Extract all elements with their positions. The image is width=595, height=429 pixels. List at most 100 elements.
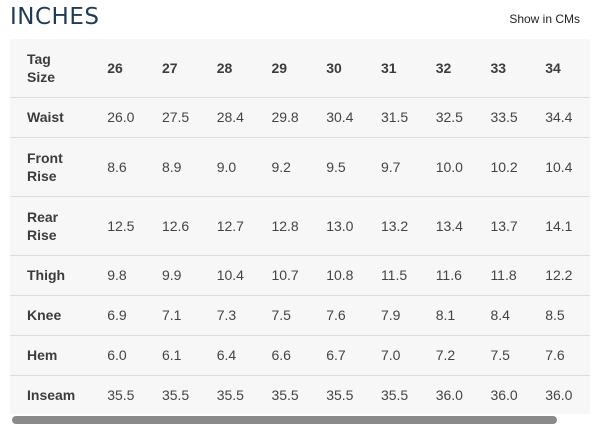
measurement-value: 7.5	[490, 347, 510, 363]
size-column-header: 26	[107, 59, 123, 76]
table-header-row: Tag Size 26 27 28 29 30 31 32 33 34	[10, 39, 590, 97]
measurement-value: 10.7	[271, 267, 299, 283]
size-column-header: 29	[271, 59, 288, 76]
size-table: Tag Size 26 27 28 29 30 31 32 33 34 Waist 26.0 27.5 28…	[10, 39, 590, 414]
table-row: Thigh 9.8 9.9 10.4 10.7 10.8 11.5 11.6 11.8 12.2	[10, 255, 590, 295]
measurement-value: 7.9	[380, 307, 401, 323]
measurement-label: Thigh	[10, 255, 97, 295]
size-column-header: 34	[545, 59, 561, 76]
measurement-value: 26.0	[107, 109, 135, 125]
measurement-value: 35.5	[107, 387, 135, 404]
measurement-value: 13.4	[435, 217, 463, 234]
measurement-label-line: Inseam	[27, 387, 76, 404]
measurement-value: 35.5	[326, 387, 354, 404]
size-column-header: 28	[216, 59, 233, 76]
measurement-value: 36.0	[545, 387, 573, 404]
measurement-value: 35.5	[216, 387, 244, 404]
size-column-header: 31	[380, 59, 397, 76]
measurement-value: 12.7	[216, 217, 244, 234]
measurement-label: Hem	[10, 335, 97, 375]
measurement-value: 35.5	[271, 387, 299, 404]
measurement-label-line: Rise	[27, 226, 57, 243]
measurement-label-line: Rear	[27, 208, 59, 225]
measurement-value: 36.0	[490, 387, 518, 404]
show-in-cms-link[interactable]: Show in CMs	[509, 12, 580, 26]
measurement-label: Inseam	[10, 375, 97, 414]
measurement-value: 8.5	[545, 307, 565, 323]
measurement-value: 34.4	[545, 109, 573, 125]
measurement-value: 27.5	[161, 109, 190, 125]
measurement-value: 6.9	[107, 307, 127, 323]
page-title: INCHES	[10, 4, 100, 30]
measurement-label: Rear Rise	[10, 196, 97, 255]
measurement-value: 30.4	[326, 109, 354, 125]
measurement-label-line: Rise	[27, 167, 57, 184]
measurement-value: 11.6	[435, 267, 462, 283]
measurement-value: 14.1	[545, 217, 573, 234]
measurement-value: 9.0	[216, 158, 237, 175]
measurement-value: 35.5	[161, 387, 190, 404]
size-column-header: 27	[161, 59, 178, 76]
measurement-value: 9.5	[326, 158, 346, 175]
size-column-header: 30	[326, 59, 342, 76]
size-table-container[interactable]: Tag Size 26 27 28 29 30 31 32 33 34 Waist 26.0 27.5 28…	[10, 39, 590, 414]
measurement-value: 7.0	[380, 347, 401, 363]
measurement-label-line: Hem	[27, 347, 58, 363]
measurement-value: 33.5	[490, 109, 518, 125]
measurement-value: 13.0	[326, 217, 354, 234]
measurement-value: 6.0	[107, 347, 127, 363]
measurement-value: 11.5	[380, 267, 408, 283]
measurement-value: 6.1	[161, 347, 182, 363]
measurement-value: 7.6	[326, 307, 346, 323]
tag-size-header: Tag Size	[10, 39, 97, 97]
measurement-value: 9.2	[271, 158, 291, 175]
measurement-value: 29.8	[271, 109, 299, 125]
table-row: Knee 6.9 7.1 7.3 7.5 7.6 7.9 8.1 8.4 8.5	[10, 295, 590, 335]
measurement-value: 10.4	[216, 267, 244, 283]
measurement-value: 10.0	[435, 158, 463, 175]
measurement-value: 9.8	[107, 267, 127, 283]
measurement-value: 9.7	[380, 158, 401, 175]
measurement-value: 32.5	[435, 109, 463, 125]
measurement-label-line: Front	[27, 149, 63, 166]
measurement-value: 36.0	[435, 387, 463, 404]
measurement-value: 8.1	[435, 307, 456, 323]
measurement-value: 7.2	[435, 347, 456, 363]
measurement-label-line: Knee	[27, 307, 62, 323]
size-column-header: 32	[435, 59, 452, 76]
measurement-value: 12.2	[545, 267, 573, 283]
table-row: Waist 26.0 27.5 28.4 29.8 30.4 31.5 32.5 33.5 34.…	[10, 97, 590, 137]
measurement-value: 9.9	[161, 267, 182, 283]
measurement-value: 13.2	[380, 217, 409, 234]
measurement-value: 28.4	[216, 109, 244, 125]
measurement-value: 6.4	[216, 347, 237, 363]
measurement-value: 7.3	[216, 307, 237, 323]
measurement-value: 7.1	[161, 307, 182, 323]
measurement-value: 10.8	[326, 267, 354, 283]
table-row: Hem 6.0 6.1 6.4 6.6 6.7 7.0 7.2 7.5 7.6	[10, 335, 590, 375]
measurement-value: 8.6	[107, 158, 127, 175]
measurement-value: 31.5	[380, 109, 409, 125]
tag-size-header-line: Tag	[27, 50, 51, 67]
tag-size-header-line: Size	[27, 68, 56, 85]
measurement-value: 6.7	[326, 347, 346, 363]
table-row: Front Rise 8.6 8.9 9.0 9.2 9.5 9.7 10.0 10.2 10.4	[10, 137, 590, 196]
measurement-value: 8.9	[161, 158, 182, 175]
measurement-label-line: Waist	[27, 109, 64, 125]
measurement-value: 10.4	[545, 158, 573, 175]
measurement-value: 7.6	[545, 347, 565, 363]
measurement-value: 10.2	[490, 158, 518, 175]
measurement-value: 11.8	[490, 267, 517, 283]
measurement-value: 13.7	[490, 217, 518, 234]
size-column-header: 33	[490, 59, 507, 76]
measurement-value: 35.5	[380, 387, 409, 404]
measurement-label: Waist	[10, 97, 97, 137]
horizontal-scrollbar[interactable]	[12, 416, 557, 424]
table-row: Rear Rise 12.5 12.6 12.7 12.8 13.0 13.2 13.4 13.7…	[10, 196, 590, 255]
measurement-label: Front Rise	[10, 137, 97, 196]
measurement-value: 6.6	[271, 347, 291, 363]
table-row: Inseam 35.5 35.5 35.5 35.5 35.5 35.5 36.0 36.0 36…	[10, 375, 590, 414]
measurement-label: Knee	[10, 295, 97, 335]
measurement-value: 12.6	[161, 217, 190, 234]
